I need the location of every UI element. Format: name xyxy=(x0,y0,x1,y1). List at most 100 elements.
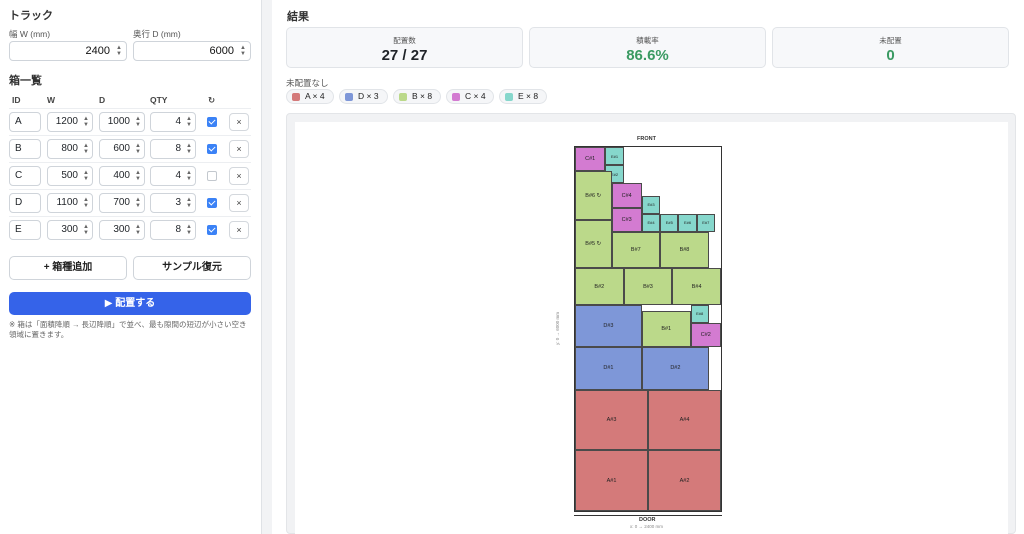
stepper-icon[interactable]: ▲ ▼ xyxy=(83,143,89,155)
placed-box: B#4 xyxy=(672,268,721,305)
delete-row-button[interactable]: × xyxy=(229,113,249,131)
depth-label: 奥行 D (mm) xyxy=(133,29,181,39)
box-id-input[interactable]: D xyxy=(9,193,41,213)
legend-text: E × 8 xyxy=(518,91,539,101)
front-label: FRONT xyxy=(637,136,656,142)
delete-row-button[interactable]: × xyxy=(229,140,249,158)
settings-panel: トラック 幅 W (mm) 2400 ▲ ▼ 奥行 D (mm) 6000 ▲ ▼ … xyxy=(0,0,262,534)
box-qty-value: 8 xyxy=(175,224,181,235)
placed-count-card: 配置数 27 / 27 xyxy=(286,27,523,68)
placed-box: B#6 ↻ xyxy=(575,171,612,220)
box-depth-input[interactable]: 1000 ▲ ▼ xyxy=(99,112,145,132)
box-qty-input[interactable]: 8 ▲ ▼ xyxy=(150,220,196,240)
add-box-type-button[interactable]: + 箱種追加 xyxy=(9,256,127,280)
box-width-input[interactable]: 1200 ▲ ▼ xyxy=(47,112,93,132)
stepper-icon[interactable]: ▲ ▼ xyxy=(186,170,192,182)
delete-row-button[interactable]: × xyxy=(229,194,249,212)
stepper-icon[interactable]: ▲ ▼ xyxy=(186,116,192,128)
box-width-value: 300 xyxy=(61,224,78,235)
placed-box: B#2 xyxy=(575,268,624,305)
placed-box: E#5 xyxy=(660,213,679,232)
placed-box: D#3 xyxy=(575,304,642,348)
stepper-icon[interactable]: ▲ ▼ xyxy=(186,143,192,155)
unplaced-label: 未配置 xyxy=(879,36,902,45)
placed-box: B#3 xyxy=(623,268,673,305)
stepper-icon[interactable]: ▲ ▼ xyxy=(135,170,141,182)
box-depth-value: 700 xyxy=(113,197,130,208)
box-qty-input[interactable]: 4 ▲ ▼ xyxy=(150,112,196,132)
load-rate-label: 積載率 xyxy=(636,36,659,45)
restore-sample-button[interactable]: サンプル復元 xyxy=(133,256,251,280)
box-id-input[interactable]: B xyxy=(9,139,41,159)
stepper-icon[interactable]: ▲ ▼ xyxy=(83,197,89,209)
box-width-value: 500 xyxy=(61,170,78,181)
box-qty-input[interactable]: 8 ▲ ▼ xyxy=(150,139,196,159)
placed-box: E#3 xyxy=(641,195,661,214)
placed-box: D#1 xyxy=(575,347,642,390)
box-qty-value: 4 xyxy=(175,170,181,181)
placed-box: E#6 xyxy=(678,213,697,232)
placed-box: C#1 xyxy=(575,147,606,172)
box-id-input[interactable]: E xyxy=(9,220,41,240)
col-header-d: D xyxy=(99,95,106,105)
placed-box: D#2 xyxy=(641,347,709,390)
table-row: B 800 ▲ ▼ 600 ▲ ▼ 8 ▲ ▼ × xyxy=(9,135,251,162)
placed-box: E#8 xyxy=(690,304,709,323)
col-header-rotate: ↻ xyxy=(208,95,216,105)
legend-swatch xyxy=(452,92,460,101)
stepper-icon[interactable]: ▲ ▼ xyxy=(83,116,89,128)
stepper-icon[interactable]: ▲ ▼ xyxy=(135,143,141,155)
stepper-icon[interactable]: ▲ ▼ xyxy=(83,224,89,236)
rotate-checkbox[interactable] xyxy=(207,144,217,154)
stepper-icon[interactable]: ▲ ▼ xyxy=(186,197,192,209)
door-line xyxy=(574,515,722,516)
delete-row-button[interactable]: × xyxy=(229,221,249,239)
box-depth-input[interactable]: 700 ▲ ▼ xyxy=(99,193,145,213)
legend-chip: E × 8 xyxy=(499,89,547,104)
legend-swatch xyxy=(505,92,513,101)
box-depth-input[interactable]: 400 ▲ ▼ xyxy=(99,166,145,186)
truck-depth-input[interactable]: 6000 ▲ ▼ xyxy=(133,41,251,61)
stepper-icon[interactable]: ▲ ▼ xyxy=(83,170,89,182)
box-width-input[interactable]: 1100 ▲ ▼ xyxy=(47,193,93,213)
rotate-checkbox[interactable] xyxy=(207,198,217,208)
place-button[interactable]: ▶ 配置する xyxy=(9,292,251,315)
depth-axis-caption: y: 0 → 6000 mm xyxy=(555,311,561,346)
rotate-checkbox[interactable] xyxy=(207,171,217,181)
placed-box: E#7 xyxy=(696,213,715,232)
stepper-icon[interactable]: ▲ ▼ xyxy=(240,45,246,57)
legend-chip: A × 4 xyxy=(286,89,334,104)
stepper-icon[interactable]: ▲ ▼ xyxy=(135,116,141,128)
box-depth-value: 1000 xyxy=(107,116,130,127)
algorithm-note: ※ 箱は「面積降順 → 長辺降順」で並べ、最も隙間の短辺が小さい空き領域に置きま… xyxy=(9,320,247,339)
table-row: A 1200 ▲ ▼ 1000 ▲ ▼ 4 ▲ ▼ × xyxy=(9,108,251,135)
legend-chip: D × 3 xyxy=(339,89,388,104)
truck-width-value: 2400 xyxy=(85,45,110,57)
box-width-input[interactable]: 800 ▲ ▼ xyxy=(47,139,93,159)
box-qty-input[interactable]: 4 ▲ ▼ xyxy=(150,166,196,186)
box-qty-input[interactable]: 3 ▲ ▼ xyxy=(150,193,196,213)
stepper-icon[interactable]: ▲ ▼ xyxy=(135,197,141,209)
stepper-icon[interactable]: ▲ ▼ xyxy=(186,224,192,236)
stepper-icon[interactable]: ▲ ▼ xyxy=(135,224,141,236)
col-header-qty: QTY xyxy=(150,95,168,105)
delete-row-button[interactable]: × xyxy=(229,167,249,185)
placed-box: B#7 xyxy=(611,231,661,269)
box-width-input[interactable]: 300 ▲ ▼ xyxy=(47,220,93,240)
box-depth-input[interactable]: 600 ▲ ▼ xyxy=(99,139,145,159)
box-id-input[interactable]: C xyxy=(9,166,41,186)
rotate-checkbox[interactable] xyxy=(207,225,217,235)
unplaced-card: 未配置 0 xyxy=(772,27,1009,68)
truck-floor: C#1 E#1 E#2 B#6 ↻ C#4 C#3 E#3 E#4 E#5 E#6 E#7 B#5 ↻… xyxy=(574,146,722,512)
rotate-checkbox[interactable] xyxy=(207,117,217,127)
box-width-input[interactable]: 500 ▲ ▼ xyxy=(47,166,93,186)
placed-box: E#1 xyxy=(605,147,624,166)
truck-width-input[interactable]: 2400 ▲ ▼ xyxy=(9,41,127,61)
stepper-icon[interactable]: ▲ ▼ xyxy=(116,45,122,57)
box-depth-input[interactable]: 300 ▲ ▼ xyxy=(99,220,145,240)
placed-box: C#4 xyxy=(611,183,642,208)
box-width-value: 1100 xyxy=(56,197,78,208)
truck-section-title: トラック xyxy=(9,10,53,22)
col-header-id: ID xyxy=(12,95,21,105)
box-id-input[interactable]: A xyxy=(9,112,41,132)
